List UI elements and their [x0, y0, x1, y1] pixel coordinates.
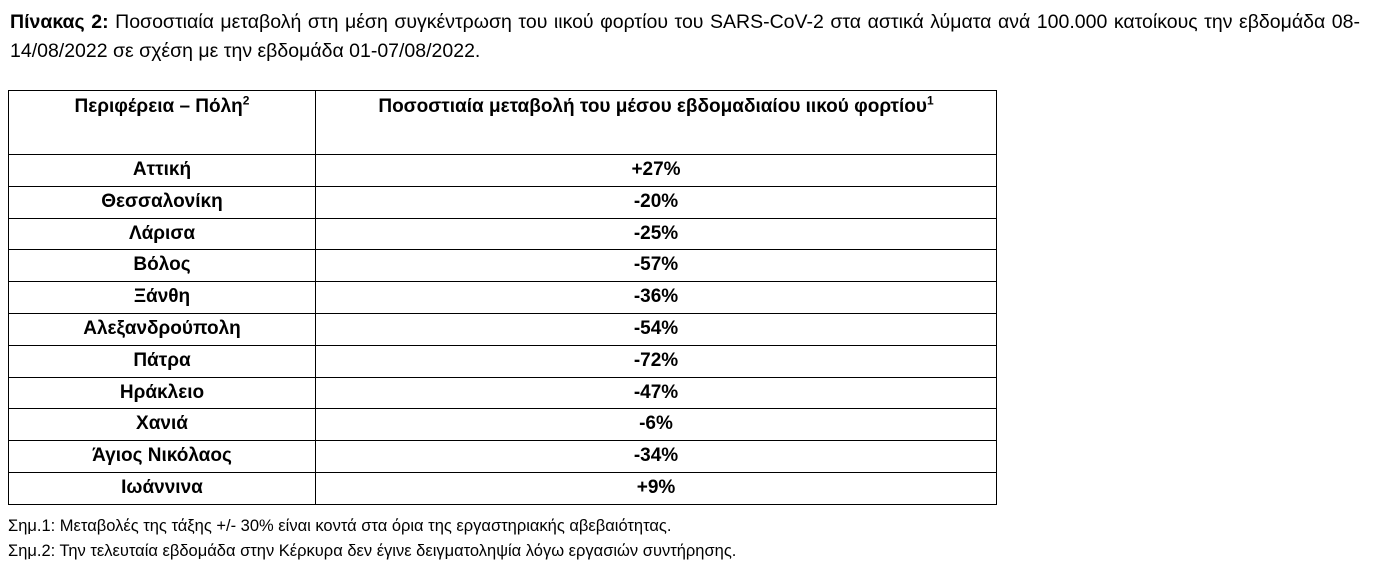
- cell-change: -36%: [315, 281, 997, 314]
- footnotes: Σημ.1: Μεταβολές της τάξης +/- 30% είναι…: [8, 514, 736, 564]
- header-region-city-text: Περιφέρεια – Πόλη: [74, 96, 243, 117]
- table-row: Λάρισα -25%: [8, 217, 997, 251]
- change-table: Περιφέρεια – Πόλη2 Ποσοστιαία μεταβολή τ…: [8, 90, 997, 505]
- table-header-row: Περιφέρεια – Πόλη2 Ποσοστιαία μεταβολή τ…: [8, 90, 997, 155]
- cell-change: -57%: [315, 249, 997, 283]
- cell-city: Αττική: [8, 154, 316, 187]
- table-row: Αττική +27%: [8, 154, 997, 187]
- table-row: Αλεξανδρούπολη -54%: [8, 312, 997, 346]
- cell-city: Πάτρα: [8, 344, 316, 378]
- table-row: Βόλος -57%: [8, 249, 997, 283]
- table-row: Χανιά -6%: [8, 408, 997, 442]
- cell-change: -47%: [315, 376, 997, 410]
- cell-city: Ιωάννινα: [8, 471, 316, 505]
- cell-change: +9%: [315, 471, 997, 505]
- table-row: Ιωάννινα +9%: [8, 471, 997, 505]
- cell-city: Ηράκλειο: [8, 376, 316, 410]
- header-percent-change-sup: 1: [926, 93, 934, 108]
- header-region-city: Περιφέρεια – Πόλη2: [8, 90, 316, 155]
- cell-city: Άγιος Νικόλαος: [8, 440, 316, 473]
- table-row: Άγιος Νικόλαος -34%: [8, 440, 997, 473]
- cell-city: Χανιά: [8, 408, 316, 442]
- cell-change: -6%: [315, 408, 997, 442]
- footnote-1: Σημ.1: Μεταβολές της τάξης +/- 30% είναι…: [8, 517, 672, 535]
- cell-change: -25%: [315, 217, 997, 251]
- cell-change: -54%: [315, 312, 997, 346]
- cell-change: -34%: [315, 440, 997, 473]
- cell-city: Βόλος: [8, 249, 316, 283]
- cell-change: -72%: [315, 344, 997, 378]
- cell-city: Ξάνθη: [8, 281, 316, 314]
- table-row: Ηράκλειο -47%: [8, 376, 997, 410]
- caption-text: Ποσοστιαία μεταβολή στη μέση συγκέντρωση…: [10, 11, 1360, 62]
- footnote-2: Σημ.2: Την τελευταία εβδομάδα στην Κέρκυ…: [8, 542, 737, 560]
- table-caption: Πίνακας 2: Ποσοστιαία μεταβολή στη μέση …: [10, 8, 1360, 66]
- cell-city: Θεσσαλονίκη: [8, 185, 316, 219]
- table-body: Αττική +27% Θεσσαλονίκη -20% Λάρισα -25% Βόλος…: [8, 154, 997, 505]
- cell-change: -20%: [315, 185, 997, 219]
- table-row: Θεσσαλονίκη -20%: [8, 185, 997, 219]
- header-region-city-sup: 2: [242, 93, 250, 108]
- cell-city: Αλεξανδρούπολη: [8, 312, 316, 346]
- cell-city: Λάρισα: [8, 217, 316, 251]
- table-row: Ξάνθη -36%: [8, 281, 997, 314]
- header-percent-change-text: Ποσοστιαία μεταβολή του μέσου εβδομαδιαί…: [378, 96, 927, 117]
- caption-label: Πίνακας 2:: [10, 11, 109, 33]
- table-row: Πάτρα -72%: [8, 344, 997, 378]
- header-percent-change: Ποσοστιαία μεταβολή του μέσου εβδομαδιαί…: [315, 90, 997, 155]
- cell-change: +27%: [315, 154, 997, 187]
